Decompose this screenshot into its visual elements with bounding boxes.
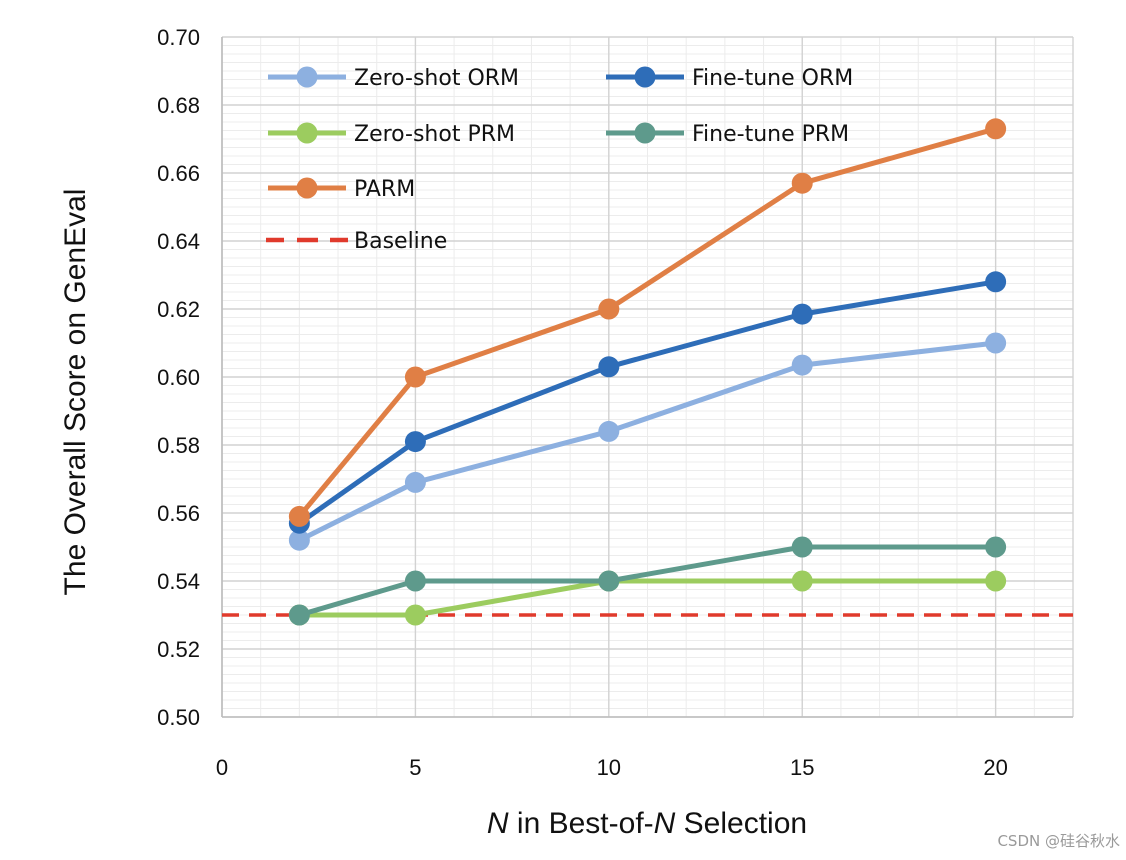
y-tick-label: 0.64 bbox=[157, 229, 200, 254]
data-point-zero-shot-orm bbox=[404, 471, 426, 493]
grid bbox=[221, 36, 1074, 718]
x-tick-label: 10 bbox=[597, 755, 621, 780]
legend-label-baseline: Baseline bbox=[354, 229, 447, 254]
legend-label-zero-shot-orm: Zero-shot ORM bbox=[354, 66, 519, 91]
x-axis-title-part: Selection bbox=[675, 807, 807, 840]
x-tick-label: 15 bbox=[790, 755, 814, 780]
legend-entry-baseline: Baseline bbox=[266, 229, 447, 254]
y-tick-label: 0.52 bbox=[157, 637, 200, 662]
data-point-fine-tune-orm bbox=[791, 303, 813, 325]
legend-entry-zero-shot-prm: Zero-shot PRM bbox=[268, 122, 515, 147]
x-axis-title-part: N bbox=[487, 807, 509, 840]
data-point-fine-tune-prm bbox=[985, 536, 1007, 558]
legend-marker-zero-shot-orm bbox=[296, 66, 318, 88]
data-point-fine-tune-orm bbox=[404, 431, 426, 453]
series-layer bbox=[288, 118, 1007, 626]
series-fine-tune-prm bbox=[288, 536, 1007, 626]
legend-entry-parm: PARM bbox=[268, 177, 415, 202]
y-tick-label: 0.56 bbox=[157, 501, 200, 526]
data-point-zero-shot-prm bbox=[404, 604, 426, 626]
x-axis-title-part: N bbox=[654, 807, 676, 840]
legend-label-fine-tune-orm: Fine-tune ORM bbox=[692, 66, 853, 91]
data-point-zero-shot-prm bbox=[791, 570, 813, 592]
y-tick-label: 0.58 bbox=[157, 433, 200, 458]
data-point-fine-tune-orm bbox=[598, 356, 620, 378]
data-point-parm bbox=[404, 366, 426, 388]
series-zero-shot-orm bbox=[288, 332, 1007, 551]
legend-marker-fine-tune-prm bbox=[634, 122, 656, 144]
legend-entry-fine-tune-prm: Fine-tune PRM bbox=[606, 122, 849, 147]
data-point-fine-tune-prm bbox=[791, 536, 813, 558]
data-point-zero-shot-orm bbox=[288, 529, 310, 551]
data-point-parm bbox=[598, 298, 620, 320]
data-point-fine-tune-orm bbox=[985, 271, 1007, 293]
legend-marker-parm bbox=[296, 177, 318, 199]
data-point-fine-tune-prm bbox=[288, 604, 310, 626]
axes bbox=[221, 37, 1073, 718]
y-tick-label: 0.54 bbox=[157, 569, 200, 594]
legend-entry-fine-tune-orm: Fine-tune ORM bbox=[606, 66, 853, 91]
series-fine-tune-orm bbox=[288, 271, 1007, 534]
x-axis-title-part: in Best-of- bbox=[509, 807, 654, 840]
y-tick-label: 0.70 bbox=[157, 25, 200, 50]
data-point-parm bbox=[791, 172, 813, 194]
tick-labels: 0.50 0.52 0.54 0.56 0.58 0.60 0.62 0.64 0.66 0.68… bbox=[157, 25, 1008, 780]
x-axis-title: N in Best-of-N Selection bbox=[487, 807, 807, 840]
x-tick-label: 5 bbox=[409, 755, 421, 780]
watermark: CSDN @硅谷秋水 bbox=[997, 832, 1120, 850]
data-point-fine-tune-prm bbox=[404, 570, 426, 592]
series-parm bbox=[288, 118, 1007, 527]
y-tick-label: 0.66 bbox=[157, 161, 200, 186]
legend-label-parm: PARM bbox=[354, 177, 415, 202]
legend-label-fine-tune-prm: Fine-tune PRM bbox=[692, 122, 849, 147]
y-tick-label: 0.50 bbox=[157, 705, 200, 730]
y-axis-title: The Overall Score on GenEval bbox=[59, 189, 92, 596]
y-tick-label: 0.60 bbox=[157, 365, 200, 390]
data-point-parm bbox=[985, 118, 1007, 140]
y-tick-label: 0.68 bbox=[157, 93, 200, 118]
data-point-zero-shot-orm bbox=[985, 332, 1007, 354]
legend-marker-fine-tune-orm bbox=[634, 66, 656, 88]
data-point-zero-shot-orm bbox=[598, 420, 620, 442]
data-point-parm bbox=[288, 505, 310, 527]
legend: Zero-shot ORM Fine-tune ORM Zero-shot PRM F… bbox=[266, 66, 853, 254]
data-point-zero-shot-prm bbox=[985, 570, 1007, 592]
x-tick-label: 20 bbox=[983, 755, 1007, 780]
legend-label-zero-shot-prm: Zero-shot PRM bbox=[354, 122, 515, 147]
y-tick-label: 0.62 bbox=[157, 297, 200, 322]
x-tick-label: 0 bbox=[216, 755, 228, 780]
legend-entry-zero-shot-orm: Zero-shot ORM bbox=[268, 66, 519, 91]
data-point-fine-tune-prm bbox=[598, 570, 620, 592]
legend-marker-zero-shot-prm bbox=[296, 122, 318, 144]
data-point-zero-shot-orm bbox=[791, 354, 813, 376]
